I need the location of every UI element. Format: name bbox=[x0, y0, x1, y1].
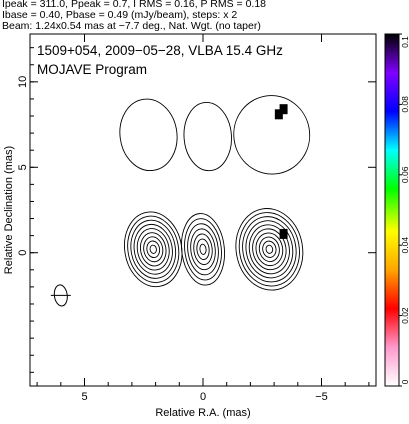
contour-south-mid-level-2 bbox=[184, 218, 222, 281]
contour-south-left-level-2 bbox=[127, 215, 180, 283]
contour-south-left-level-4 bbox=[133, 223, 173, 275]
x-tick-label: 5 bbox=[81, 391, 87, 403]
contour-south-left-level-5 bbox=[136, 228, 170, 271]
colorbar-tick-label: 0.06 bbox=[400, 166, 409, 183]
contour-north-mid-level-1 bbox=[183, 101, 232, 172]
y-tick-label: 10 bbox=[17, 76, 29, 88]
contour-south-right-level-4 bbox=[245, 220, 294, 279]
contour-north-right-level-1 bbox=[233, 95, 311, 175]
contour-south-mid-level-3 bbox=[187, 223, 219, 276]
contour-south-left-level-6 bbox=[140, 232, 167, 267]
contour-south-left-level-7 bbox=[143, 236, 164, 263]
header-line-3: Beam: 1.24x0.54 mas at −7.7 deg., Nat. W… bbox=[2, 20, 261, 32]
x-axis-label: Relative R.A. (mas) bbox=[155, 407, 250, 419]
contour-south-right-level-6 bbox=[252, 228, 287, 271]
plot-frame bbox=[29, 33, 377, 387]
header-line-1: Ipeak = 311.0, Ppeak = 0.7, I RMS = 0.16… bbox=[2, 0, 267, 10]
contour-south-left-level-3 bbox=[130, 219, 177, 279]
chart-title: 1509+054, 2009−05−28, VLBA 15.4 GHz bbox=[37, 43, 283, 58]
polarization-pixel-3 bbox=[279, 228, 288, 239]
contour-north-left-level-1 bbox=[119, 98, 178, 172]
contour-south-mid-level-6 bbox=[196, 238, 210, 260]
contour-south-right-level-10 bbox=[265, 244, 274, 254]
contour-south-mid-level-4 bbox=[190, 228, 216, 271]
contour-south-right-level-3 bbox=[242, 216, 297, 283]
contour-south-right-level-2 bbox=[238, 212, 300, 287]
chart-subtitle: MOJAVE Program bbox=[37, 62, 147, 77]
colorbar-tick-label: 0.08 bbox=[400, 96, 409, 113]
contour-south-mid-level-1 bbox=[181, 213, 225, 286]
contour-south-right-level-1 bbox=[235, 208, 304, 291]
colorbar-tick-label: 0.02 bbox=[400, 307, 409, 324]
contour-south-left-level-8 bbox=[146, 240, 161, 259]
y-axis-label: Relative Declination (mas) bbox=[3, 146, 15, 274]
y-tick-label: 0 bbox=[17, 250, 29, 256]
header-line-2: Ibase = 0.40, Pbase = 0.49 (mJy/beam), s… bbox=[2, 9, 238, 21]
colorbar-tick-label: 0.04 bbox=[400, 237, 409, 254]
contour-south-right-level-9 bbox=[262, 240, 277, 258]
polarization-pixel-1 bbox=[279, 104, 288, 115]
colorbar-tick-label: 0 bbox=[400, 379, 409, 384]
polarization-pixel-2 bbox=[274, 109, 283, 120]
y-tick-label: 5 bbox=[17, 164, 29, 170]
contour-south-right-level-5 bbox=[248, 224, 290, 275]
contour-south-mid-level-7 bbox=[199, 243, 207, 255]
contour-south-left-level-9 bbox=[149, 244, 157, 254]
colorbar bbox=[384, 33, 400, 387]
beam-ellipse bbox=[53, 284, 68, 307]
contour-south-right-level-7 bbox=[255, 232, 284, 267]
colorbar-tick-label: 0.1 bbox=[400, 36, 409, 48]
contour-south-mid-level-5 bbox=[193, 233, 213, 266]
x-tick-label: 0 bbox=[200, 391, 206, 403]
contour-south-right-level-8 bbox=[258, 236, 280, 262]
x-tick-label: −5 bbox=[315, 391, 328, 403]
